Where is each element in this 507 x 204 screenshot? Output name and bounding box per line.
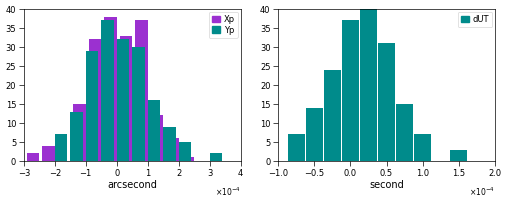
Bar	[166, 138, 178, 161]
Bar	[148, 100, 160, 161]
Bar	[120, 36, 132, 161]
Bar	[104, 17, 117, 161]
Legend: Xp, Yp: Xp, Yp	[208, 12, 238, 38]
Text: $\times10^{-4}$: $\times10^{-4}$	[469, 186, 495, 198]
Bar	[101, 20, 114, 161]
Text: $\times10^{-4}$: $\times10^{-4}$	[215, 186, 241, 198]
Bar	[178, 142, 191, 161]
Bar	[27, 153, 40, 161]
Bar	[342, 20, 358, 161]
Bar	[163, 127, 175, 161]
Bar	[306, 108, 322, 161]
Bar	[86, 51, 98, 161]
Bar	[55, 134, 67, 161]
Bar	[89, 39, 101, 161]
Bar	[288, 134, 305, 161]
Bar	[360, 9, 377, 161]
Legend: dUT: dUT	[457, 12, 492, 27]
Bar	[378, 43, 395, 161]
X-axis label: second: second	[369, 181, 404, 191]
Bar	[450, 150, 467, 161]
Bar	[151, 115, 163, 161]
Bar	[117, 39, 129, 161]
Bar	[135, 20, 148, 161]
Bar	[182, 157, 194, 161]
Bar	[43, 146, 55, 161]
Bar	[132, 47, 144, 161]
Bar	[324, 70, 341, 161]
Bar	[70, 112, 83, 161]
Bar	[396, 104, 413, 161]
Bar	[209, 153, 222, 161]
Bar	[74, 104, 86, 161]
Bar	[414, 134, 431, 161]
X-axis label: arcsecond: arcsecond	[107, 181, 157, 191]
